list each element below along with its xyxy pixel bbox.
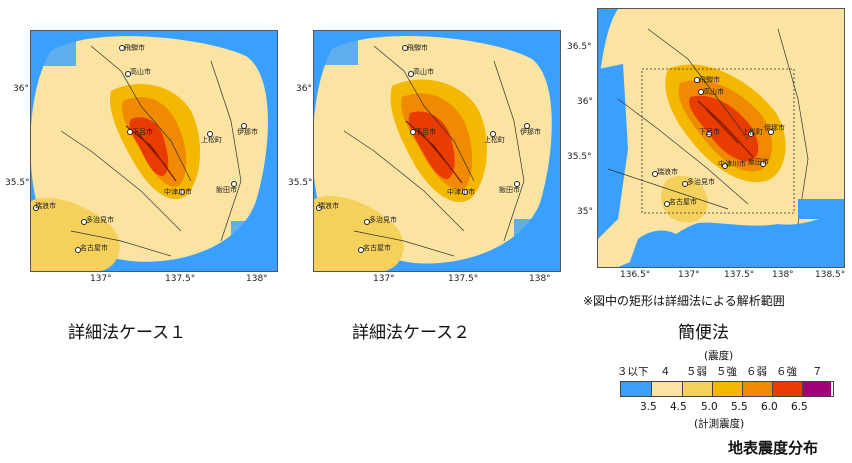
city-label: 飯田市 — [216, 186, 237, 194]
y-tick-label: 35° — [577, 207, 593, 217]
legend-value-label: 4.5 — [670, 401, 687, 413]
city-label: 瑞浪市 — [318, 202, 339, 210]
x-tick-label: 138° — [529, 274, 551, 284]
legend-swatch-6hi — [773, 382, 803, 396]
city-label: 飯田市 — [748, 158, 769, 166]
y-tick-label: 35.5° — [5, 178, 30, 188]
city-label: 名古屋市 — [80, 244, 108, 252]
legend-swatch-5lo — [683, 382, 713, 396]
city-label: 名古屋市 — [669, 198, 697, 206]
city-label: 伊那市 — [520, 128, 541, 136]
legend-swatch-le3 — [621, 382, 652, 396]
city-label: 上松町 — [742, 128, 763, 136]
legend-value-label: 3.5 — [640, 401, 657, 413]
city-label: 飛騨市 — [699, 76, 720, 84]
x-tick-label: 137° — [373, 274, 395, 284]
legend-intensity-label: ５弱 — [686, 366, 707, 378]
x-tick-label: 136.5° — [620, 270, 651, 280]
x-tick-label: 138° — [246, 274, 268, 284]
city-label: 上松町 — [201, 136, 222, 144]
y-tick-label: 36° — [13, 84, 29, 94]
city-label: 上松町 — [484, 136, 505, 144]
legend-value-label: 6.5 — [791, 401, 808, 413]
legend-swatch-6lo — [743, 382, 773, 396]
city-label: 高山市 — [413, 68, 434, 76]
city-label: 伊那市 — [237, 128, 258, 136]
city-label: 中津川市 — [164, 188, 192, 196]
city-label: 伊那市 — [764, 124, 785, 132]
y-tick-label: 35.5° — [567, 152, 592, 162]
city-label: 下呂市 — [132, 128, 153, 136]
city-label: 飛騨市 — [124, 44, 145, 52]
city-label: 下呂市 — [415, 128, 436, 136]
legend-bottom-title: (計測震度) — [694, 418, 745, 430]
legend-intensity-label: ６強 — [776, 366, 797, 378]
map-case2-frame: 飛騨市 高山市 下呂市 上松町 伊那市 飯田市 中津川市 瑞浪市 多治見市 名古… — [313, 30, 561, 272]
y-tick-label: 36° — [577, 97, 593, 107]
x-tick-label: 138.5° — [815, 270, 846, 280]
x-tick-label: 138° — [772, 270, 794, 280]
map-case1-graphic — [31, 31, 277, 271]
city-label: 中津川市 — [447, 188, 475, 196]
legend-value-label: 5.0 — [701, 401, 718, 413]
map-caption: 詳細法ケース１ — [68, 323, 187, 343]
y-tick-label: 35.5° — [288, 178, 313, 188]
legend-intensity-label: ４ — [660, 366, 671, 378]
city-label: 多治見市 — [369, 216, 397, 224]
map-caption: 詳細法ケース２ — [352, 323, 471, 343]
legend-intensity-label: ７ — [812, 366, 823, 378]
legend-top-title: (震度) — [704, 350, 734, 362]
city-label: 下呂市 — [699, 128, 720, 136]
city-label: 名古屋市 — [363, 244, 391, 252]
legend-value-label: 5.5 — [731, 401, 748, 413]
city-label: 中津川市 — [718, 160, 746, 168]
figure-title: 地表震度分布 — [728, 439, 819, 457]
analysis-range-note: ※図中の矩形は詳細法による解析範囲 — [583, 294, 785, 308]
city-label: 高山市 — [703, 88, 724, 96]
legend-intensity-label: ５強 — [716, 366, 737, 378]
y-tick-label: 36.5° — [567, 42, 592, 52]
map-case2-graphic — [314, 31, 560, 271]
map-caption: 簡便法 — [678, 323, 729, 343]
legend-value-label: 6.0 — [761, 401, 778, 413]
legend-swatch-7 — [803, 382, 831, 396]
city-label: 多治見市 — [86, 216, 114, 224]
x-tick-label: 137.5° — [448, 274, 479, 284]
city-label: 瑞浪市 — [35, 202, 56, 210]
legend-color-bar — [620, 381, 834, 397]
map-simple-graphic — [598, 9, 844, 267]
map-case1-frame: 飛騨市 高山市 下呂市 上松町 伊那市 飯田市 中津川市 瑞浪市 多治見市 名古… — [30, 30, 278, 272]
legend-intensity-label: ３以下 — [617, 366, 649, 378]
city-label: 飯田市 — [499, 186, 520, 194]
x-tick-label: 137.5° — [165, 274, 196, 284]
legend-intensity-label: ６弱 — [746, 366, 767, 378]
y-tick-label: 36° — [296, 84, 312, 94]
city-label: 瑞浪市 — [657, 168, 678, 176]
city-label: 多治見市 — [687, 178, 715, 186]
x-tick-label: 137° — [678, 270, 700, 280]
x-tick-label: 137.5° — [724, 270, 755, 280]
x-tick-label: 137° — [90, 274, 112, 284]
legend-swatch-4 — [652, 382, 683, 396]
legend-swatch-5hi — [713, 382, 743, 396]
city-label: 高山市 — [130, 68, 151, 76]
city-label: 飛騨市 — [407, 44, 428, 52]
map-simple-frame: 飛騨市 高山市 下呂市 上松町 伊那市 飯田市 中津川市 瑞浪市 多治見市 名古… — [597, 8, 845, 268]
